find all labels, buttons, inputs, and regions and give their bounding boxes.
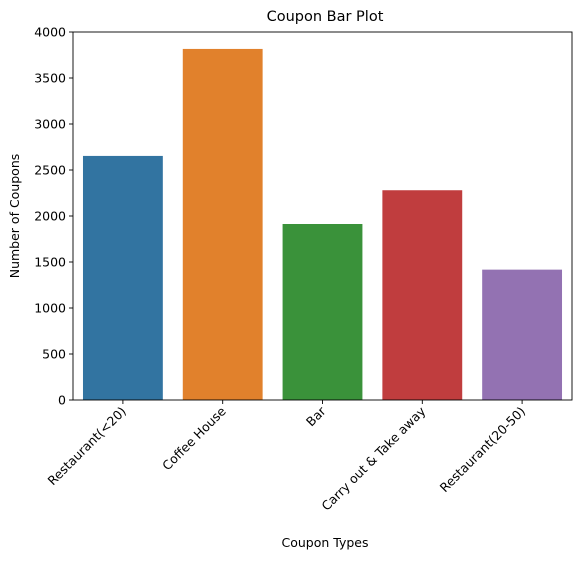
y-tick-label: 3000 [34,117,66,132]
bar-4 [482,269,563,400]
x-tick-label: Restaurant(20-50) [437,404,529,496]
y-tick-label: 500 [42,347,66,362]
bar-2 [282,224,363,400]
y-axis-ticks: 0 500 1000 1500 2000 2500 3000 3500 4000 [34,25,73,408]
y-tick-label: 0 [58,393,66,408]
plot-frame [72,31,573,401]
bar-1 [182,48,263,400]
x-tick-label: Restaurant(<20) [44,404,129,489]
bar-0 [82,155,163,400]
y-tick-label: 1000 [34,301,66,316]
y-axis-label: Number of Coupons [7,154,22,279]
y-tick-label: 2000 [34,209,66,224]
x-tick-label: Carry out & Take away [318,403,428,513]
y-tick-label: 3500 [34,71,66,86]
x-tick-label: Bar [303,403,329,429]
x-tick-label: Coffee House [159,403,229,473]
bar-3 [382,190,463,400]
y-tick-label: 1500 [34,255,66,270]
y-tick-label: 2500 [34,163,66,178]
bars-group [82,48,563,400]
y-tick-label: 4000 [34,25,66,40]
x-axis-label: Coupon Types [282,535,369,550]
chart-title: Coupon Bar Plot [267,9,384,25]
